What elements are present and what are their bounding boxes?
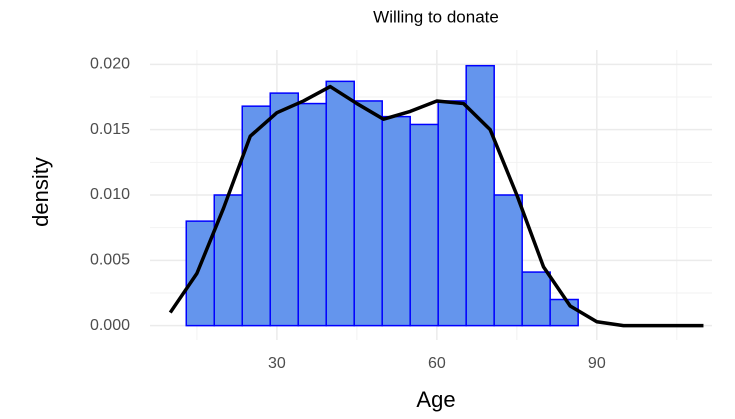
y-tick-label: 0.020 bbox=[90, 56, 130, 73]
bar bbox=[493, 194, 523, 327]
x-tick-label: 30 bbox=[268, 355, 286, 372]
bar bbox=[297, 102, 327, 327]
y-tick-label: 0.000 bbox=[90, 317, 130, 334]
bar bbox=[353, 100, 383, 327]
bar bbox=[437, 100, 467, 327]
bar bbox=[241, 105, 271, 327]
bar bbox=[269, 92, 299, 327]
bar bbox=[465, 64, 495, 327]
bar bbox=[325, 80, 355, 327]
bar bbox=[381, 115, 411, 327]
y-axis-label: density bbox=[28, 157, 53, 227]
y-tick-label: 0.015 bbox=[90, 121, 130, 138]
bar bbox=[549, 298, 579, 327]
bar bbox=[521, 271, 551, 327]
bar bbox=[409, 123, 439, 327]
x-axis-label: Age bbox=[416, 387, 455, 412]
y-tick-label: 0.010 bbox=[90, 186, 130, 203]
chart-title: Willing to donate bbox=[373, 7, 499, 26]
bar bbox=[213, 194, 243, 327]
x-tick-label: 90 bbox=[588, 355, 606, 372]
x-tick-label: 60 bbox=[428, 355, 446, 372]
y-tick-label: 0.005 bbox=[90, 252, 130, 269]
density-line bbox=[168, 84, 704, 328]
